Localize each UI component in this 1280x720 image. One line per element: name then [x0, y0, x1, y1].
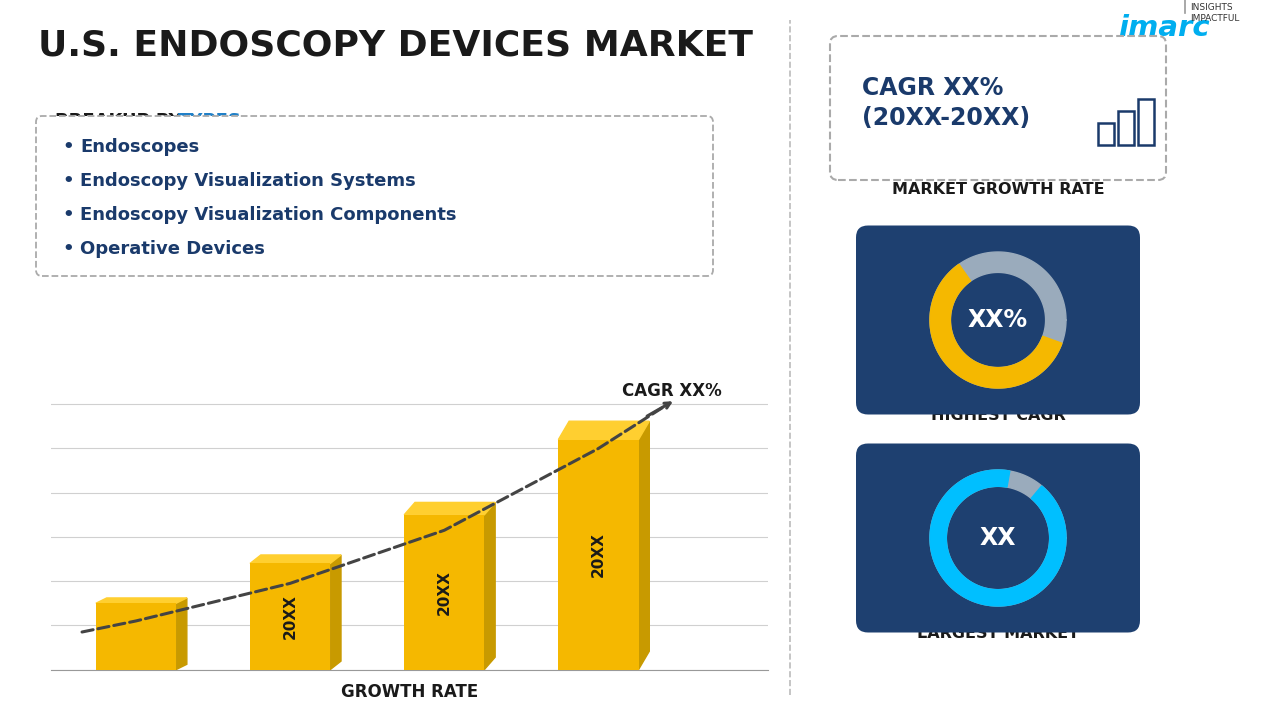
Text: XX: XX — [979, 526, 1016, 550]
Text: •: • — [61, 138, 74, 156]
FancyBboxPatch shape — [829, 36, 1166, 180]
FancyBboxPatch shape — [36, 116, 713, 276]
Text: Endoscopy Visualization Components: Endoscopy Visualization Components — [79, 206, 457, 224]
Text: IMPACTFUL: IMPACTFUL — [1190, 14, 1239, 23]
Polygon shape — [96, 598, 187, 603]
Text: BREAKUP BY: BREAKUP BY — [55, 112, 188, 130]
Polygon shape — [931, 252, 1066, 388]
Text: 20XX: 20XX — [436, 570, 452, 615]
Text: HIGHEST CAGR: HIGHEST CAGR — [931, 408, 1065, 423]
Bar — [250, 564, 330, 670]
Text: U.S. ENDOSCOPY DEVICES MARKET: U.S. ENDOSCOPY DEVICES MARKET — [38, 28, 753, 62]
Text: 20XX: 20XX — [591, 532, 605, 577]
FancyBboxPatch shape — [856, 444, 1140, 632]
Text: TYPES: TYPES — [178, 112, 242, 130]
Bar — [1098, 123, 1114, 145]
Text: Operative Devices: Operative Devices — [79, 240, 265, 258]
Polygon shape — [639, 421, 649, 670]
Text: (20XX-20XX): (20XX-20XX) — [861, 106, 1030, 130]
Polygon shape — [404, 503, 495, 515]
Text: CAGR XX%: CAGR XX% — [861, 76, 1004, 100]
Polygon shape — [177, 598, 187, 670]
Polygon shape — [558, 421, 649, 440]
Polygon shape — [931, 470, 1066, 606]
Polygon shape — [931, 264, 1062, 388]
Bar — [1138, 99, 1155, 145]
Text: CAGR XX%: CAGR XX% — [622, 382, 722, 400]
Text: •: • — [61, 206, 74, 224]
Text: imarc: imarc — [1117, 14, 1210, 42]
Text: LARGEST MARKET: LARGEST MARKET — [916, 626, 1079, 641]
Text: Endoscopy Visualization Systems: Endoscopy Visualization Systems — [79, 172, 416, 190]
Text: •: • — [61, 172, 74, 190]
X-axis label: GROWTH RATE: GROWTH RATE — [340, 683, 479, 701]
FancyBboxPatch shape — [856, 225, 1140, 415]
Text: MARKET GROWTH RATE: MARKET GROWTH RATE — [892, 182, 1105, 197]
Text: •: • — [61, 240, 74, 258]
Polygon shape — [484, 503, 495, 670]
Text: 20XX: 20XX — [283, 594, 298, 639]
Polygon shape — [330, 555, 340, 670]
Bar — [404, 515, 484, 670]
Polygon shape — [250, 555, 340, 564]
Bar — [1117, 111, 1134, 145]
Bar — [96, 603, 177, 670]
Text: Endoscopes: Endoscopes — [79, 138, 200, 156]
Text: XX%: XX% — [968, 308, 1028, 332]
Polygon shape — [931, 470, 1066, 606]
Text: INSIGHTS: INSIGHTS — [1190, 3, 1233, 12]
Bar — [558, 440, 639, 670]
